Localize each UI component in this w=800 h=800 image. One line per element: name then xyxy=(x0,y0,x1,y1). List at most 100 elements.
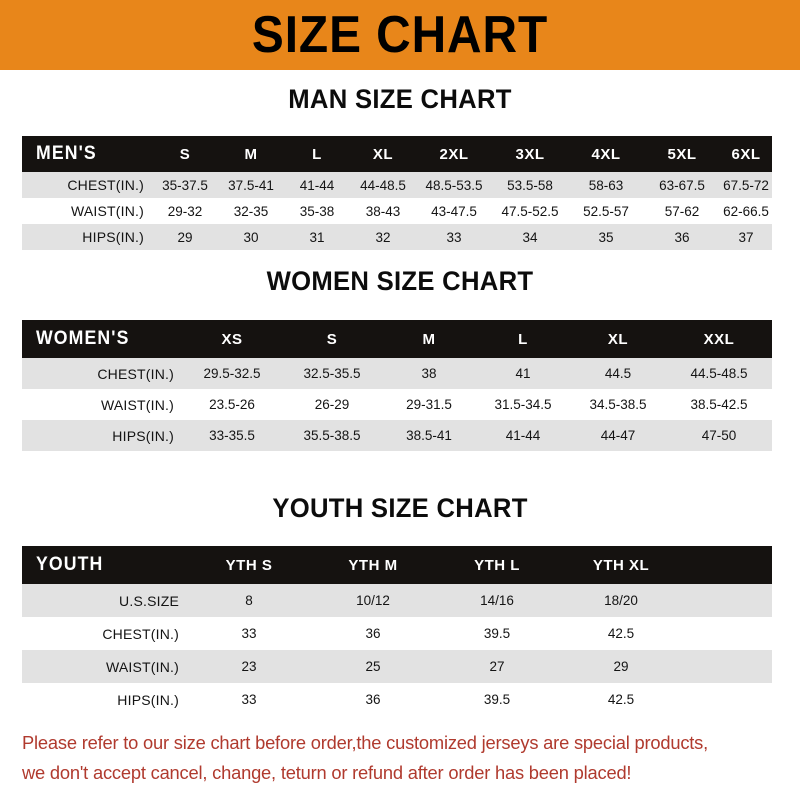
women-row-label: CHEST(IN.) xyxy=(97,365,174,382)
youth-row-label: U.S.SIZE xyxy=(119,592,179,609)
youth-column-header: YTH S xyxy=(225,556,273,574)
table-cell: 44-48.5 xyxy=(360,177,406,193)
footer-line-2: we don't accept cancel, change, teturn o… xyxy=(22,762,632,783)
table-cell: 33-35.5 xyxy=(209,428,255,443)
table-cell: 58-63 xyxy=(588,177,624,193)
table-cell: 34.5-38.5 xyxy=(589,397,647,412)
table-cell: 32 xyxy=(375,229,391,245)
table-cell: 26-29 xyxy=(314,397,350,412)
women-column-header: XL xyxy=(607,330,629,348)
men-column-header: 4XL xyxy=(591,145,621,163)
banner: SIZE CHART xyxy=(0,0,800,70)
table-cell: 23 xyxy=(241,659,257,674)
youth-section-title: YOUTH SIZE CHART xyxy=(272,493,528,523)
men-row-label: WAIST(IN.) xyxy=(70,203,144,219)
women-row-label-header: WOMEN'S xyxy=(22,320,182,358)
table-cell: 29.5-32.5 xyxy=(203,366,261,381)
table-row: CHEST(IN.) 29.5-32.5 32.5-35.5 38 41 44.5 44.5… xyxy=(22,358,772,389)
table-cell: 47-50 xyxy=(701,428,737,443)
men-column-header: 3XL xyxy=(515,145,545,163)
table-row: WAIST(IN.) 23 25 27 29 xyxy=(22,650,772,683)
table-cell: 18/20 xyxy=(604,593,638,608)
youth-row-label-header-text: YOUTH xyxy=(36,554,104,575)
women-column-header: M xyxy=(422,330,436,348)
table-cell: 33 xyxy=(241,626,257,641)
youth-header-spacer xyxy=(683,546,772,584)
table-cell: 43-47.5 xyxy=(431,203,477,219)
table-cell: 48.5-53.5 xyxy=(425,177,483,193)
women-column-header: XS xyxy=(221,330,243,348)
table-cell-spacer xyxy=(683,683,772,716)
youth-column-header: YTH L xyxy=(474,556,520,574)
men-row-label-header-text: MEN'S xyxy=(36,143,97,164)
men-row-label-header: MEN'S xyxy=(22,136,152,172)
women-column-header: S xyxy=(326,330,338,348)
men-column-header: S xyxy=(179,145,191,163)
table-row: HIPS(IN.) 33-35.5 35.5-38.5 38.5-41 41-44 44-… xyxy=(22,420,772,451)
table-cell: 52.5-57 xyxy=(583,203,629,219)
table-cell: 35.5-38.5 xyxy=(303,428,361,443)
table-row: CHEST(IN.) 33 36 39.5 42.5 xyxy=(22,617,772,650)
men-column-header: M xyxy=(244,145,258,163)
table-cell: 36 xyxy=(365,626,381,641)
youth-row-label: CHEST(IN.) xyxy=(102,625,179,642)
table-cell: 32-35 xyxy=(233,203,269,219)
women-row-label: WAIST(IN.) xyxy=(100,396,174,413)
table-cell: 33 xyxy=(241,692,257,707)
table-cell: 44.5 xyxy=(604,366,632,381)
table-cell: 62-66.5 xyxy=(723,203,769,219)
youth-row-label-header: YOUTH xyxy=(22,546,187,584)
table-cell: 8 xyxy=(245,593,253,608)
men-size-table: MEN'S S M L XL 2XL 3XL 4XL 5XL 6XL CHEST(IN.) 35-37… xyxy=(22,136,772,250)
table-cell: 39.5 xyxy=(483,626,511,641)
women-section: WOMEN SIZE CHART xyxy=(0,266,800,296)
table-cell: 37.5-41 xyxy=(228,177,274,193)
table-cell: 35-38 xyxy=(299,203,335,219)
table-cell: 41-44 xyxy=(505,428,541,443)
table-cell: 34 xyxy=(522,229,538,245)
table-cell-spacer xyxy=(683,617,772,650)
women-column-header: XXL xyxy=(703,330,735,348)
table-row: WAIST(IN.) 29-32 32-35 35-38 38-43 43-47.5 47.… xyxy=(22,198,772,224)
table-cell: 14/16 xyxy=(480,593,514,608)
table-cell: 35-37.5 xyxy=(162,177,208,193)
table-cell: 63-67.5 xyxy=(659,177,705,193)
men-column-header: 6XL xyxy=(731,145,761,163)
table-cell: 10/12 xyxy=(356,593,390,608)
table-cell: 41-44 xyxy=(299,177,335,193)
table-cell: 25 xyxy=(365,659,381,674)
table-cell: 44-47 xyxy=(600,428,636,443)
table-cell: 29-32 xyxy=(167,203,203,219)
table-cell: 37 xyxy=(738,229,754,245)
men-column-header: 5XL xyxy=(667,145,697,163)
women-row-label-header-text: WOMEN'S xyxy=(36,328,130,349)
table-cell: 38-43 xyxy=(365,203,401,219)
youth-column-header: YTH XL xyxy=(592,556,650,574)
table-cell: 36 xyxy=(365,692,381,707)
men-column-header: XL xyxy=(372,145,394,163)
table-cell: 29 xyxy=(177,229,193,245)
table-row: CHEST(IN.) 35-37.5 37.5-41 41-44 44-48.5 48.5… xyxy=(22,172,772,198)
table-cell-spacer xyxy=(683,650,772,683)
men-column-header: 2XL xyxy=(439,145,469,163)
women-column-header: L xyxy=(518,330,528,348)
men-section-title: MAN SIZE CHART xyxy=(288,84,512,114)
table-cell: 53.5-58 xyxy=(507,177,553,193)
table-row: HIPS(IN.) 33 36 39.5 42.5 xyxy=(22,683,772,716)
men-section: MAN SIZE CHART xyxy=(0,84,800,114)
men-table-header-row: MEN'S S M L XL 2XL 3XL 4XL 5XL 6XL xyxy=(22,136,772,172)
youth-column-header: YTH M xyxy=(348,556,398,574)
table-cell: 31.5-34.5 xyxy=(494,397,552,412)
table-cell: 42.5 xyxy=(607,626,635,641)
table-cell: 32.5-35.5 xyxy=(303,366,361,381)
table-cell: 30 xyxy=(243,229,259,245)
table-cell: 38 xyxy=(421,366,437,381)
table-cell: 44.5-48.5 xyxy=(690,366,748,381)
youth-section: YOUTH SIZE CHART xyxy=(0,493,800,523)
women-size-table: WOMEN'S XS S M L XL XXL CHEST(IN.) 29.5-32.5 32.5… xyxy=(22,320,772,451)
women-row-label: HIPS(IN.) xyxy=(112,427,174,444)
table-cell: 39.5 xyxy=(483,692,511,707)
youth-table-header-row: YOUTH YTH S YTH M YTH L YTH XL xyxy=(22,546,772,584)
table-cell: 47.5-52.5 xyxy=(501,203,559,219)
table-cell: 27 xyxy=(489,659,505,674)
